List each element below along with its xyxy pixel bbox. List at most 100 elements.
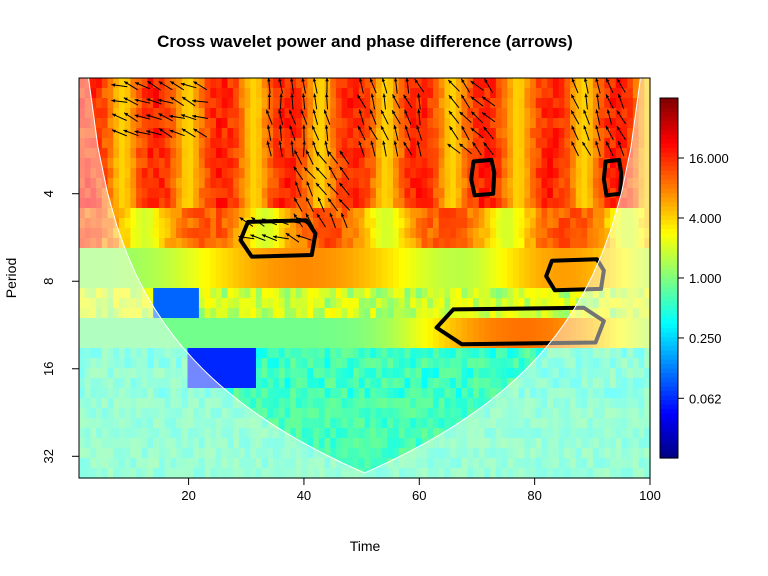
heatmap-cell: [621, 238, 628, 249]
heatmap-cell: [141, 328, 149, 339]
heatmap-cell: [176, 408, 183, 419]
heatmap-cell: [632, 218, 640, 229]
heatmap-cell: [632, 408, 640, 419]
heatmap-cell: [638, 128, 645, 139]
heatmap-cell: [421, 238, 428, 249]
heatmap-cell: [273, 438, 280, 449]
heatmap-cell: [96, 228, 103, 239]
heatmap-cell: [627, 368, 634, 379]
heatmap-cell: [455, 78, 463, 89]
heatmap-cell: [375, 78, 383, 89]
heatmap-cell: [204, 348, 211, 359]
heatmap-cell: [364, 88, 371, 99]
heatmap-cell: [472, 238, 480, 249]
heatmap-cell: [564, 278, 571, 289]
heatmap-cell: [176, 398, 183, 409]
heatmap-cell: [118, 218, 126, 229]
heatmap-cell: [387, 78, 394, 89]
heatmap-cell: [450, 248, 457, 259]
heatmap-cell: [79, 128, 86, 139]
heatmap-cell: [570, 378, 577, 389]
heatmap-cell: [564, 198, 571, 209]
heatmap-cell: [575, 448, 583, 459]
heatmap-cell: [256, 458, 263, 469]
heatmap-cell: [404, 258, 411, 269]
heatmap-cell: [198, 178, 206, 189]
heatmap-cell: [295, 98, 303, 109]
heatmap-cell: [141, 418, 149, 429]
heatmap-cell: [153, 168, 160, 179]
heatmap-cell: [347, 228, 354, 239]
heatmap-cell: [250, 398, 257, 409]
heatmap-cell: [96, 458, 103, 469]
heatmap-cell: [267, 268, 274, 279]
heatmap-cell: [313, 318, 320, 329]
heatmap-cell: [387, 168, 394, 179]
heatmap-cell: [564, 318, 571, 329]
heatmap-cell: [153, 258, 160, 269]
heatmap-cell: [96, 128, 103, 139]
heatmap-cell: [518, 258, 525, 269]
heatmap-cell: [358, 378, 366, 389]
heatmap-cell: [198, 428, 206, 439]
heatmap-cell: [518, 298, 525, 309]
heatmap-cell: [472, 108, 480, 119]
heatmap-cell: [564, 378, 571, 389]
heatmap-cell: [547, 318, 554, 329]
heatmap-cell: [427, 78, 434, 89]
heatmap-cell: [484, 308, 491, 319]
heatmap-cell: [370, 88, 377, 99]
heatmap-cell: [118, 368, 126, 379]
heatmap-cell: [250, 458, 257, 469]
heatmap-cell: [472, 458, 480, 469]
heatmap-cell: [615, 318, 623, 329]
heatmap-cell: [632, 118, 640, 129]
heatmap-cell: [552, 98, 560, 109]
heatmap-cell: [307, 288, 314, 299]
heatmap-cell: [490, 208, 497, 219]
heatmap-cell: [278, 108, 286, 119]
heatmap-cell: [118, 328, 126, 339]
heatmap-cell: [96, 178, 103, 189]
heatmap-cell: [558, 238, 565, 249]
heatmap-cell: [387, 468, 394, 479]
heatmap-cell: [438, 258, 446, 269]
heatmap-cell: [364, 118, 371, 129]
heatmap-cell: [604, 198, 611, 209]
phase-arrow: [169, 129, 185, 137]
heatmap-cell: [118, 118, 126, 129]
heatmap-cell: [461, 188, 468, 199]
heatmap-cell: [181, 238, 189, 249]
heatmap-cell: [558, 108, 565, 119]
heatmap-cell: [552, 398, 560, 409]
heatmap-cell: [530, 398, 537, 409]
heatmap-cell: [495, 98, 503, 109]
colorbar-tick-label: 0.062: [689, 391, 722, 406]
heatmap-cell: [290, 378, 297, 389]
heatmap-cell: [512, 128, 520, 139]
heatmap-cell: [221, 198, 229, 209]
colorbar-segment: [660, 170, 678, 176]
significance-contour: [238, 218, 318, 259]
heatmap-cell: [153, 358, 160, 369]
heatmap-cell: [244, 428, 251, 439]
heatmap-cell: [472, 378, 480, 389]
heatmap-cell: [181, 288, 189, 299]
heatmap-cell: [118, 188, 126, 199]
phase-arrow: [393, 124, 399, 141]
heatmap-cell: [587, 108, 594, 119]
heatmap-cell: [141, 298, 149, 309]
heatmap-cell: [261, 208, 269, 219]
heatmap-cell: [273, 128, 280, 139]
heatmap-cell: [164, 88, 171, 99]
colorbar-segment: [660, 210, 678, 216]
heatmap-cell: [638, 268, 645, 279]
heatmap-cell: [256, 238, 263, 249]
heatmap-cell: [512, 248, 520, 259]
heatmap-cell: [307, 448, 314, 459]
heatmap-cell: [176, 148, 183, 159]
heatmap-cell: [187, 378, 194, 389]
heatmap-cell: [290, 248, 297, 259]
heatmap-cell: [278, 208, 286, 219]
heatmap-cell: [621, 148, 628, 159]
